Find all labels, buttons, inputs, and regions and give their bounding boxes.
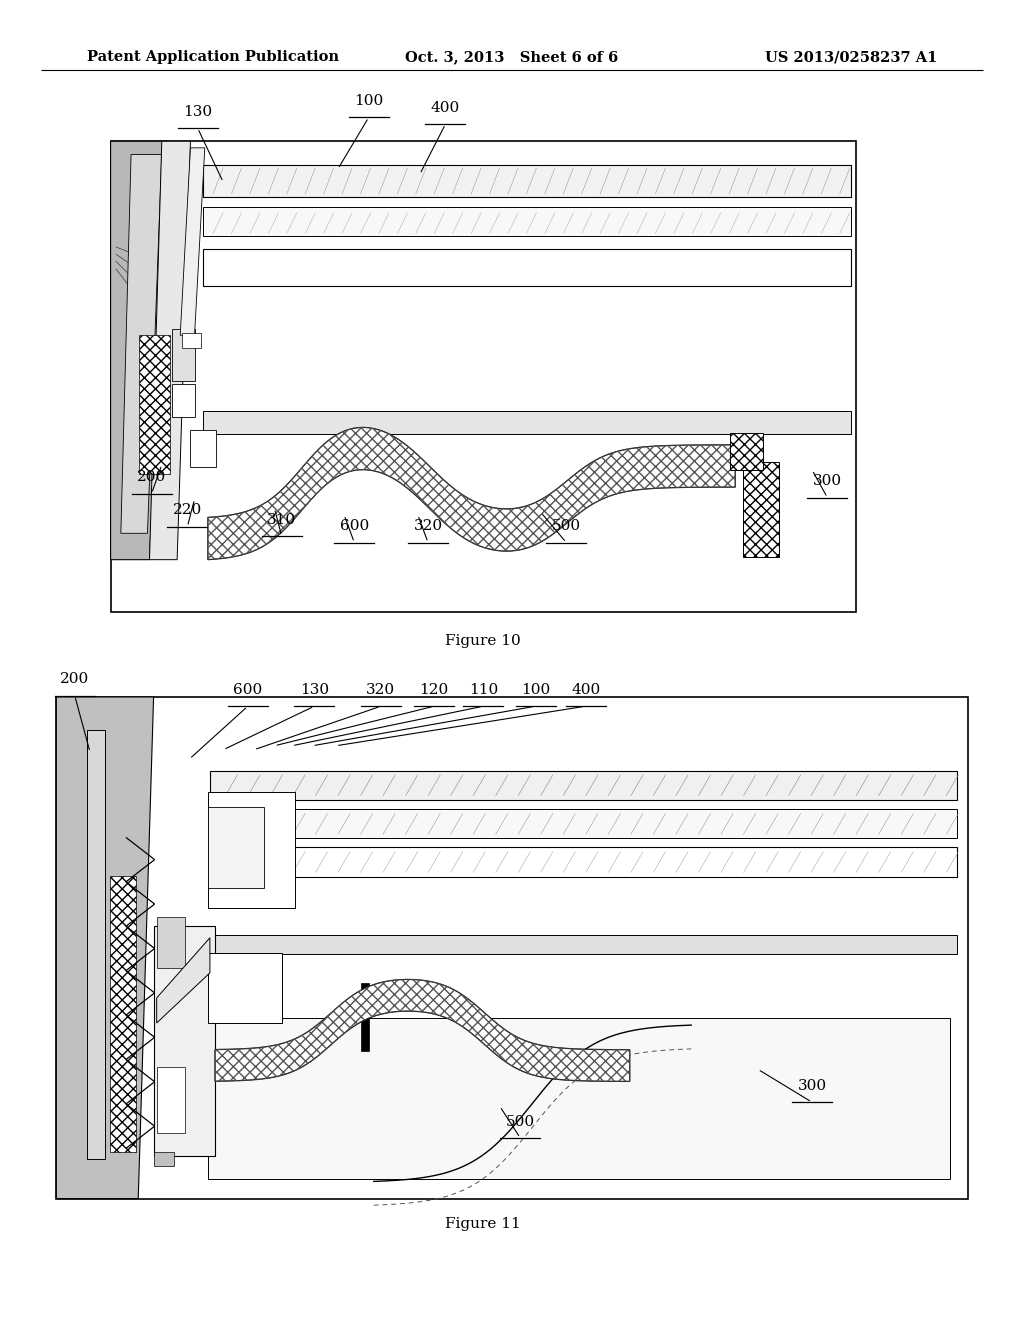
Polygon shape: [111, 141, 167, 560]
Text: 100: 100: [521, 682, 550, 697]
Bar: [111, 141, 856, 612]
Polygon shape: [56, 697, 154, 1199]
Text: 220: 220: [173, 503, 202, 517]
Bar: [210, 809, 957, 838]
Text: 130: 130: [183, 104, 212, 119]
Text: Figure 10: Figure 10: [445, 634, 521, 648]
Bar: [157, 1068, 185, 1133]
Bar: [190, 430, 216, 467]
Bar: [210, 847, 957, 876]
Text: Oct. 3, 2013   Sheet 6 of 6: Oct. 3, 2013 Sheet 6 of 6: [406, 50, 618, 65]
Text: 400: 400: [431, 100, 460, 115]
Text: US 2013/0258237 A1: US 2013/0258237 A1: [765, 50, 937, 65]
Bar: [182, 333, 201, 348]
Text: 600: 600: [233, 682, 262, 697]
Bar: [210, 771, 957, 800]
Polygon shape: [208, 428, 735, 560]
Text: 320: 320: [367, 682, 395, 697]
Bar: [110, 876, 136, 1152]
Bar: [208, 953, 282, 1023]
Polygon shape: [150, 141, 190, 560]
Text: 500: 500: [506, 1114, 535, 1129]
Text: 320: 320: [414, 519, 442, 533]
Bar: [139, 335, 170, 474]
Polygon shape: [215, 979, 630, 1081]
Bar: [730, 433, 763, 470]
Text: 400: 400: [571, 682, 600, 697]
Text: 300: 300: [798, 1078, 826, 1093]
Bar: [203, 165, 851, 197]
Text: 200: 200: [137, 470, 166, 484]
Bar: [154, 925, 215, 1156]
Text: Patent Application Publication: Patent Application Publication: [87, 50, 339, 65]
Bar: [208, 792, 295, 908]
Text: 200: 200: [60, 672, 89, 686]
Polygon shape: [157, 937, 210, 1023]
Bar: [87, 730, 105, 1159]
Text: 130: 130: [300, 682, 329, 697]
Text: 600: 600: [340, 519, 369, 533]
Bar: [208, 1018, 950, 1179]
Bar: [172, 384, 195, 417]
Polygon shape: [180, 148, 205, 335]
Bar: [56, 697, 968, 1199]
Text: 120: 120: [420, 682, 449, 697]
Bar: [203, 411, 851, 434]
Bar: [743, 462, 779, 557]
Bar: [203, 207, 851, 236]
Bar: [361, 983, 369, 1051]
Bar: [157, 917, 185, 968]
Bar: [154, 1152, 174, 1166]
Bar: [203, 249, 851, 286]
Text: Figure 11: Figure 11: [445, 1217, 521, 1232]
Bar: [154, 936, 957, 954]
Text: 100: 100: [354, 94, 383, 108]
Text: 310: 310: [267, 512, 296, 527]
Text: 500: 500: [552, 519, 581, 533]
Text: 110: 110: [469, 682, 498, 697]
Bar: [172, 329, 195, 381]
Polygon shape: [121, 154, 162, 533]
Text: 300: 300: [813, 474, 842, 488]
Bar: [208, 808, 264, 887]
